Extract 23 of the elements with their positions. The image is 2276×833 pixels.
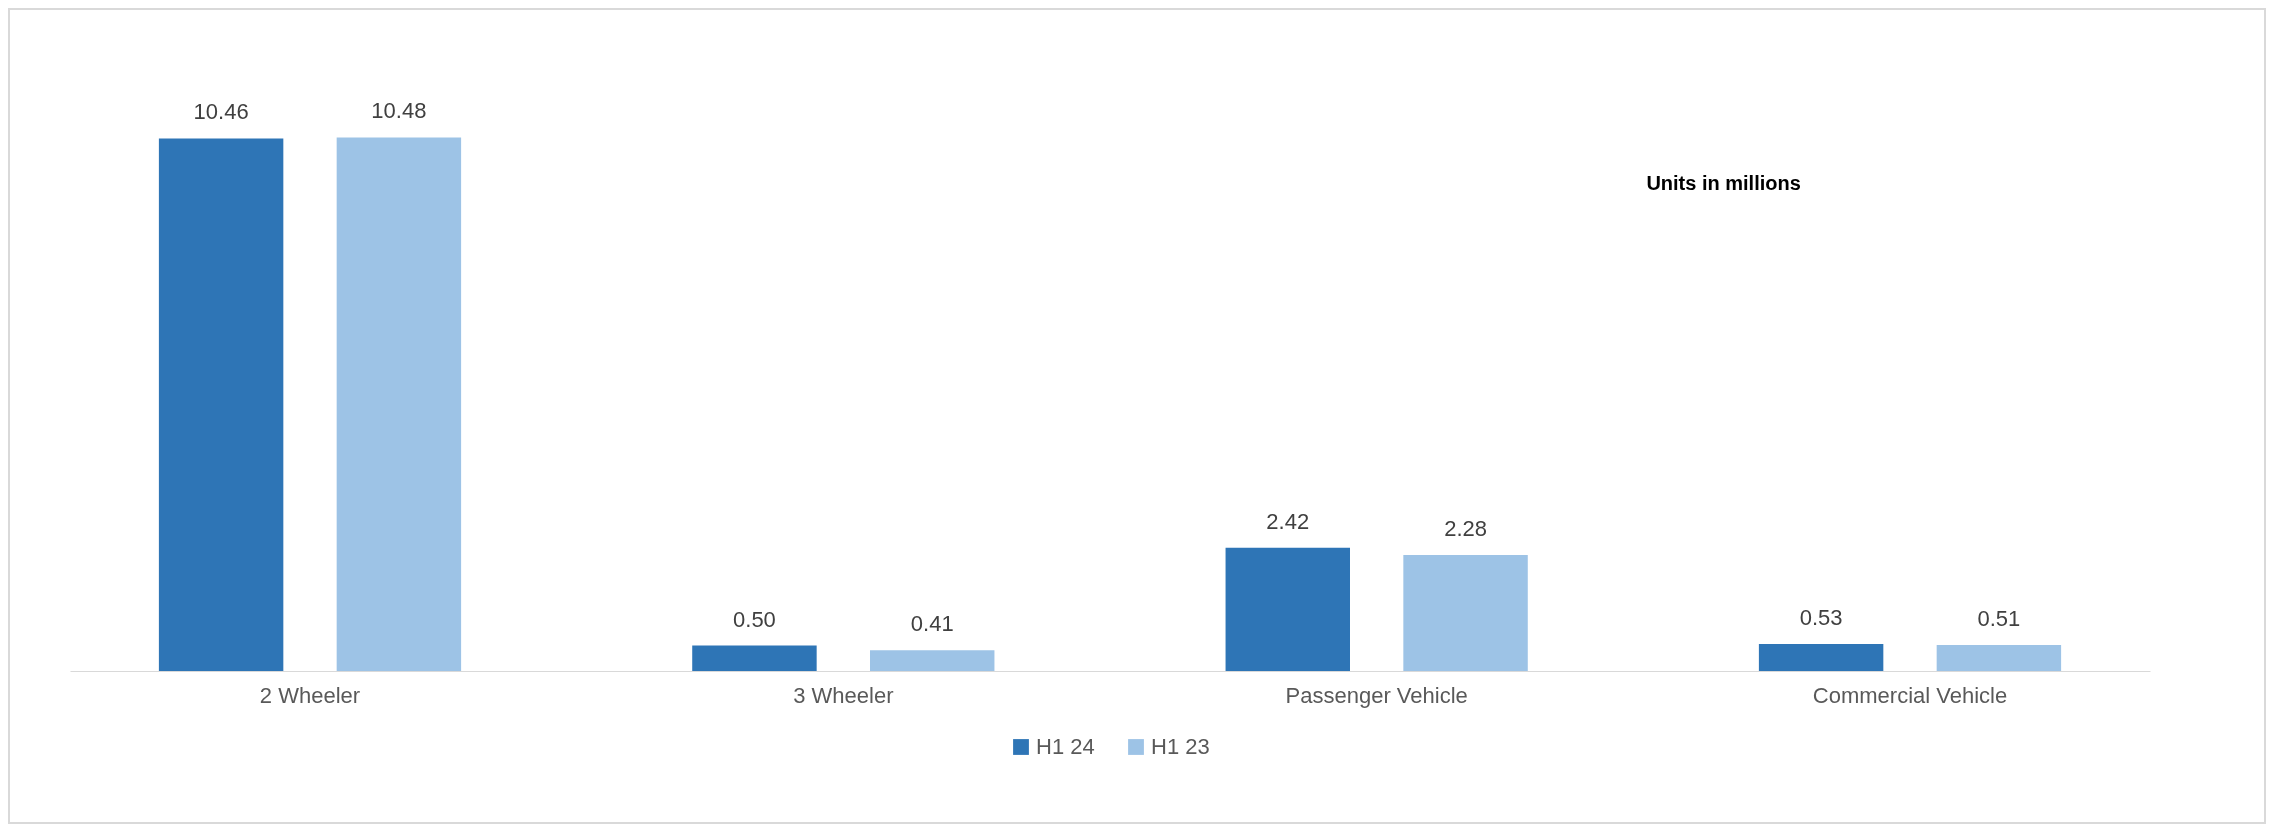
x-tick-label: Passenger Vehicle	[1285, 682, 1468, 708]
legend-label: H1 23	[1151, 734, 1210, 759]
x-tick-label: 2 Wheeler	[259, 682, 361, 708]
data-label: 0.50	[733, 606, 776, 632]
bar	[1936, 645, 2062, 671]
data-label: 0.53	[1799, 605, 1843, 631]
x-tick-label: Commercial Vehicle	[1812, 682, 2008, 708]
legend-label: H1 24	[1036, 734, 1095, 759]
bar	[1758, 644, 1884, 671]
data-label: 10.48	[371, 98, 427, 124]
data-label: 2.28	[1444, 515, 1487, 541]
data-label: 2.42	[1266, 508, 1310, 534]
bar	[1403, 554, 1528, 671]
bar	[158, 138, 284, 671]
data-label: 0.41	[910, 611, 954, 637]
bar	[870, 650, 995, 671]
annotation: Units in millions	[1646, 171, 1801, 194]
bar	[1225, 547, 1350, 671]
bar	[336, 137, 462, 671]
bar	[692, 645, 817, 671]
data-label: 0.51	[1977, 606, 2021, 632]
data-label: 10.46	[193, 99, 249, 125]
x-tick-label: 3 Wheeler	[793, 682, 894, 708]
